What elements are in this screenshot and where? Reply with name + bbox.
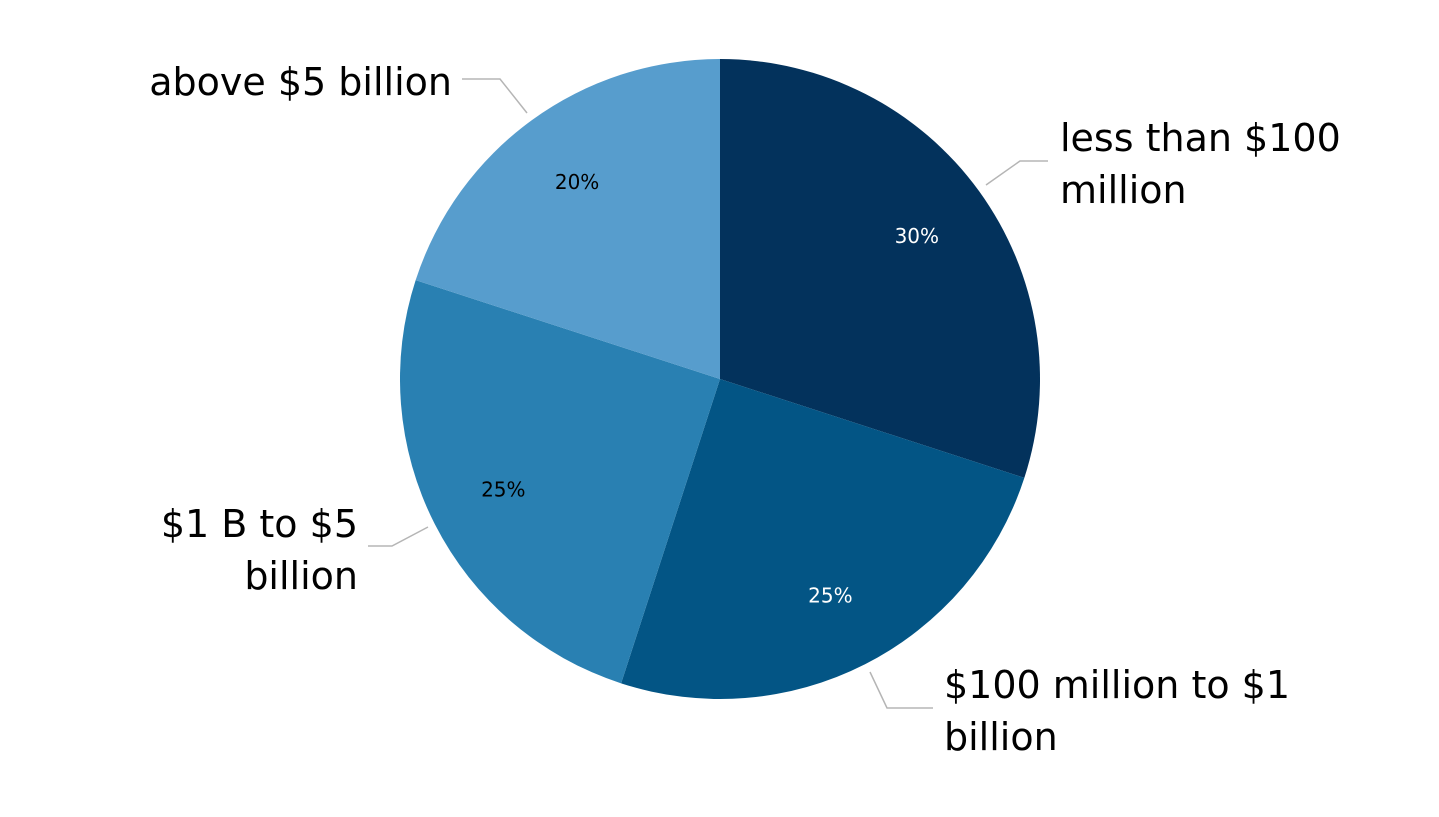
pie-slice-1-b-to-5-billion (399, 280, 720, 684)
leader-line-1b-to-5-billion (368, 526, 429, 547)
pie-slice-less-than-100-million (720, 59, 1041, 478)
pct-label-less-than-100-million: 30% (895, 224, 939, 248)
category-label-100-million-to-1-billion: $100 million to $1 billion (944, 663, 1291, 759)
leader-line-less-than-100-million (985, 160, 1048, 186)
category-label-above-5-billion: above $5 billion (149, 60, 452, 104)
pct-label-above-5-billion: 20% (555, 170, 599, 194)
category-label-less-than-100-million: less than $100 million (1060, 116, 1341, 212)
category-label-1b-to-5-billion: $1 B to $5 billion (160, 502, 358, 598)
pct-label-1-b-to-5-billion: 25% (481, 477, 525, 501)
pie-slice-above-5-billion (415, 59, 720, 379)
pie-slice-100-million-to-1-billion (621, 379, 1025, 700)
leader-line-above-5-billion (462, 78, 528, 114)
leader-lines (368, 78, 1048, 709)
leader-line-100-million-to-1-billion (869, 671, 933, 709)
pct-label-100-million-to-1-billion: 25% (808, 584, 852, 608)
pie-slices (399, 59, 1041, 700)
percentage-labels: 30% 25% 25% 20% (481, 170, 939, 608)
